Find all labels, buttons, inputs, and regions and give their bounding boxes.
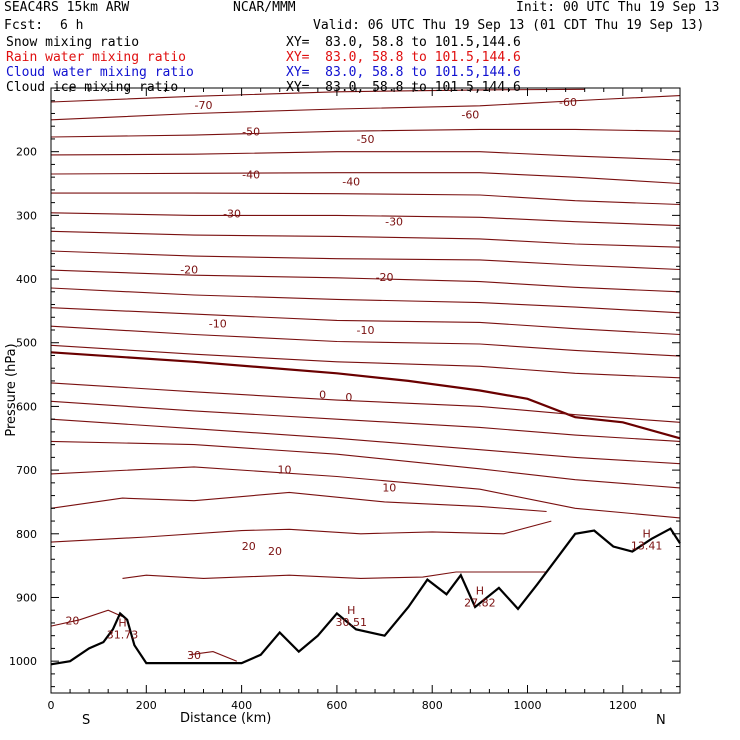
contour-label: 20 bbox=[65, 614, 79, 627]
contour-label: 0 bbox=[345, 391, 352, 404]
contour-label: -30 bbox=[223, 207, 241, 220]
field-name-rain: Rain water mixing ratio bbox=[6, 50, 187, 65]
x-end-right-label: N bbox=[656, 713, 666, 728]
y-tick-label: 600 bbox=[16, 400, 37, 413]
temperature-contour bbox=[50, 400, 681, 442]
field-name-snow: Snow mixing ratio bbox=[6, 35, 140, 50]
axes-layer: 0 200 400 600 800 1000 12002003004005006007008… bbox=[9, 87, 681, 712]
contour-label: -50 bbox=[357, 133, 375, 146]
y-tick-label: 400 bbox=[16, 273, 37, 286]
high-marker: H bbox=[347, 604, 355, 617]
contour-label: -60 bbox=[461, 109, 479, 122]
contour-label: -50 bbox=[242, 125, 260, 138]
contour-label-layer: -70 -60 -60 -50 -50 -40 -40 -30 -30 -20 -20 -10 -10 0… bbox=[65, 96, 577, 662]
field-name-cloud-ice: Cloud ice mixing ratio bbox=[6, 80, 179, 95]
temperature-contour bbox=[50, 230, 681, 248]
field-name-cloud-water: Cloud water mixing ratio bbox=[6, 65, 194, 80]
high-value-label: 27.82 bbox=[464, 597, 496, 610]
contour-label: -10 bbox=[209, 318, 227, 331]
temperature-contour bbox=[50, 172, 681, 185]
center-title: NCAR/MMM bbox=[233, 0, 296, 15]
x-tick-label: 1200 bbox=[609, 699, 637, 712]
field-xy-cloud-ice: XY= 83.0, 58.8 to 101.5,144.6 bbox=[286, 80, 521, 95]
contour-label: -60 bbox=[559, 96, 577, 109]
fcst-value: 6 h bbox=[60, 18, 84, 33]
high-value-label: 13.41 bbox=[631, 539, 663, 552]
contour-label: -20 bbox=[376, 271, 394, 284]
temperature-contour bbox=[50, 250, 681, 271]
contour-label: 20 bbox=[242, 540, 256, 553]
y-tick-label: 900 bbox=[16, 591, 37, 604]
temperature-contour bbox=[189, 651, 238, 662]
x-tick-label: 800 bbox=[422, 699, 443, 712]
x-tick-label: 1000 bbox=[514, 699, 542, 712]
x-axis-title: Distance (km) bbox=[180, 711, 271, 726]
init-time: Init: 00 UTC Thu 19 Sep 13 bbox=[516, 0, 720, 15]
temperature-contour bbox=[50, 440, 681, 489]
valid-time: Valid: 06 UTC Thu 19 Sep 13 (01 CDT Thu … bbox=[313, 18, 705, 33]
contour-label: 10 bbox=[382, 481, 396, 494]
contour-label: -20 bbox=[180, 264, 198, 277]
temperature-contour bbox=[50, 269, 681, 293]
temperature-contour bbox=[50, 287, 681, 314]
high-value-label: 31.73 bbox=[107, 629, 139, 642]
x-tick-label: 200 bbox=[136, 699, 157, 712]
x-tick-label: 400 bbox=[231, 699, 252, 712]
contour-label: 20 bbox=[268, 545, 282, 558]
y-tick-label: 200 bbox=[16, 146, 37, 159]
temperature-contour bbox=[51, 192, 681, 206]
high-marker: H bbox=[643, 527, 651, 540]
temperature-contour bbox=[50, 307, 681, 336]
model-title: SEAC4RS 15km ARW bbox=[4, 0, 130, 15]
temperature-contour bbox=[50, 95, 681, 121]
high-marker: H bbox=[118, 617, 126, 630]
plot-frame bbox=[50, 87, 681, 694]
temperature-contour bbox=[50, 609, 123, 627]
temperature-contour bbox=[50, 466, 681, 519]
temperature-contour bbox=[50, 128, 681, 138]
temperature-contour bbox=[50, 151, 681, 161]
terrain-layer bbox=[50, 527, 681, 666]
contour-label: 30 bbox=[187, 649, 201, 662]
y-tick-label: 1000 bbox=[9, 655, 37, 668]
contour-layer bbox=[50, 88, 681, 662]
contour-label: -10 bbox=[357, 324, 375, 337]
y-tick-label: 500 bbox=[16, 337, 37, 350]
x-tick-label: 0 bbox=[48, 699, 55, 712]
contour-label: 0 bbox=[319, 388, 326, 401]
temperature-contour bbox=[50, 520, 552, 543]
contour-label: -70 bbox=[195, 99, 213, 112]
freezing-level-contour bbox=[50, 351, 681, 440]
x-tick-label: 600 bbox=[326, 699, 347, 712]
y-tick-label: 300 bbox=[16, 209, 37, 222]
y-tick-label: 700 bbox=[16, 464, 37, 477]
temperature-contour bbox=[50, 418, 681, 465]
contour-label: -40 bbox=[242, 169, 260, 182]
contour-label: 10 bbox=[277, 463, 291, 476]
temperature-contour bbox=[50, 491, 547, 513]
field-xy-cloud-water: XY= 83.0, 58.8 to 101.5,144.6 bbox=[286, 65, 521, 80]
temperature-contour bbox=[122, 571, 547, 579]
field-xy-rain: XY= 83.0, 58.8 to 101.5,144.6 bbox=[286, 50, 521, 65]
high-value-label: 30.51 bbox=[335, 616, 367, 629]
contour-label: -40 bbox=[342, 176, 360, 189]
x-end-left-label: S bbox=[82, 713, 90, 728]
temperature-contour bbox=[50, 382, 681, 423]
y-tick-label: 800 bbox=[16, 528, 37, 541]
y-axis-title: Pressure (hPa) bbox=[4, 343, 19, 436]
temperature-contour bbox=[50, 325, 681, 357]
high-marker: H bbox=[476, 585, 484, 598]
field-xy-snow: XY= 83.0, 58.8 to 101.5,144.6 bbox=[286, 35, 521, 50]
temperature-contour bbox=[50, 212, 681, 227]
fcst-label: Fcst: bbox=[4, 18, 44, 33]
contour-label: -30 bbox=[385, 216, 403, 229]
terrain-line bbox=[50, 527, 681, 666]
temperature-contour bbox=[50, 344, 681, 379]
